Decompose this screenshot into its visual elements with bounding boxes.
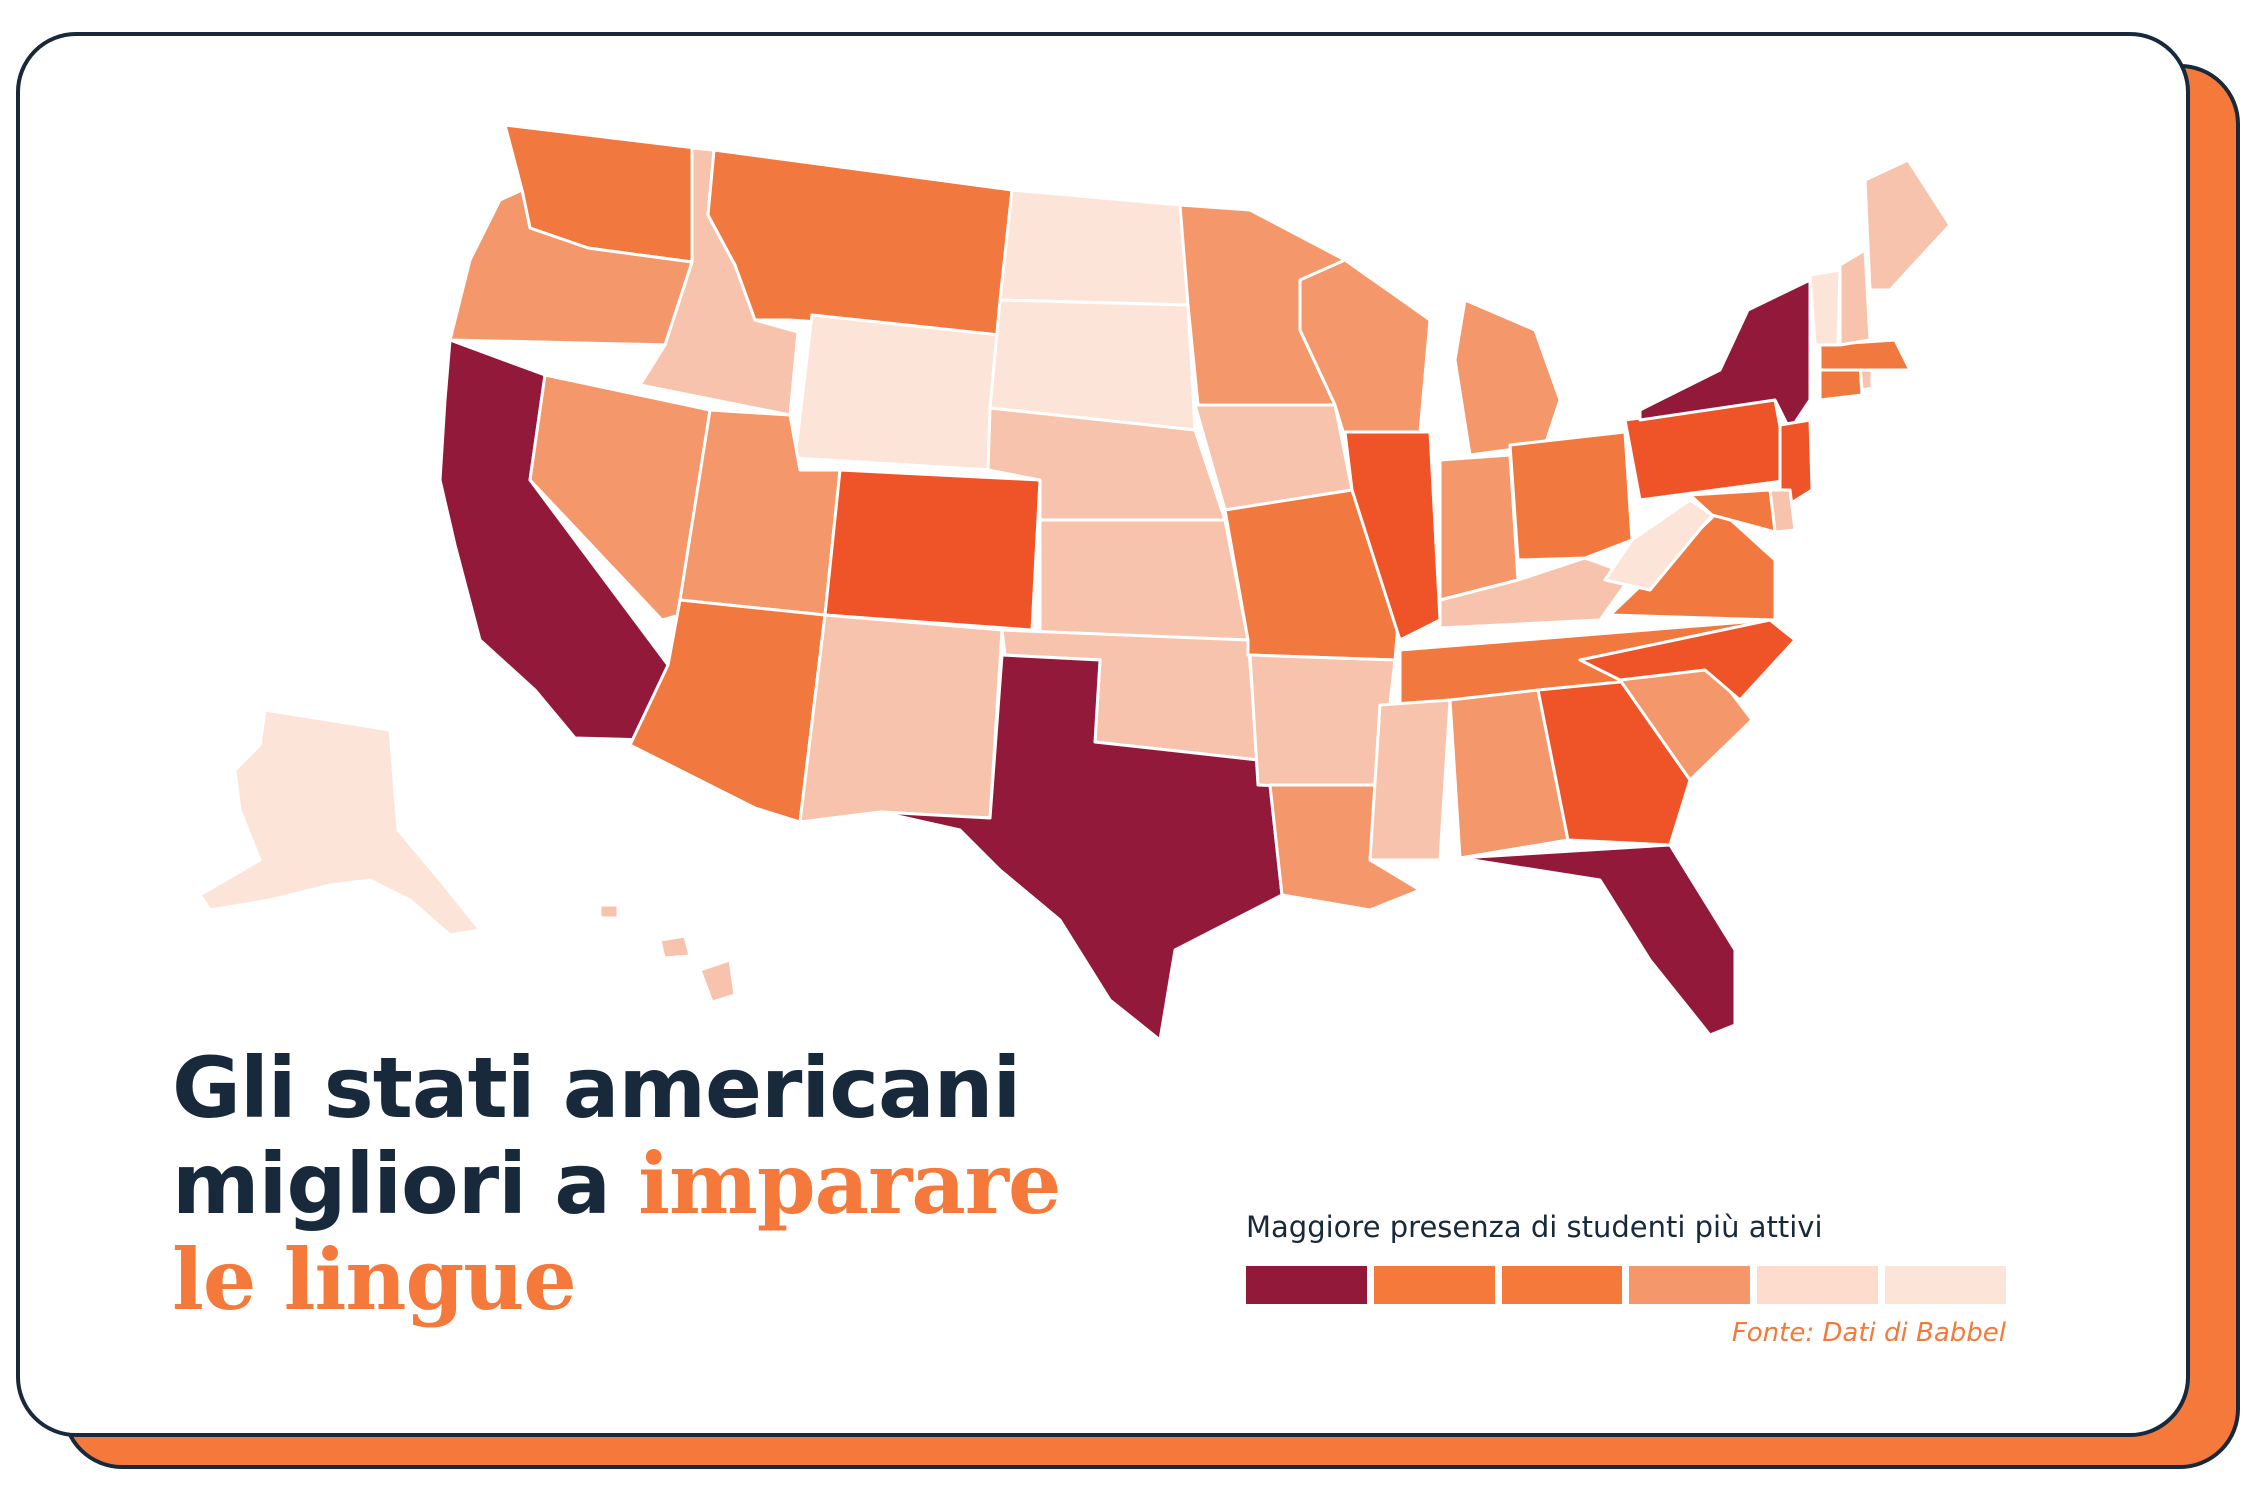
headline-line2-plain: migliori a — [172, 1135, 639, 1233]
legend-swatch-6 — [1885, 1266, 2006, 1304]
state-ny — [1638, 278, 1812, 432]
state-co — [823, 468, 1042, 632]
state-nd — [998, 188, 1190, 307]
state-fl — [1458, 843, 1737, 1037]
legend-source: Fonte: Dati di Babbel — [1731, 1318, 2006, 1348]
state-az — [628, 598, 827, 824]
state-in — [1438, 453, 1520, 602]
headline-line3-accent: le lingue — [172, 1230, 577, 1329]
state-mi — [1453, 298, 1562, 457]
state-ma — [1818, 338, 1912, 372]
state-wy — [793, 313, 1002, 472]
legend-swatch-4 — [1629, 1266, 1751, 1304]
state-vt — [1808, 268, 1842, 347]
state-il — [1343, 430, 1442, 642]
legend-title: Maggiore presenza di studenti più attivi — [1246, 1210, 1823, 1244]
state-nh — [1838, 248, 1872, 347]
state-oh — [1508, 430, 1634, 562]
headline-line2-accent: imparare — [638, 1134, 1061, 1233]
state-hi — [598, 903, 620, 920]
state-hi — [658, 934, 692, 960]
legend-swatch-5 — [1757, 1266, 1879, 1304]
state-tx — [878, 653, 1284, 1042]
state-wv — [1603, 498, 1714, 592]
state-mt — [706, 148, 1014, 337]
state-me — [1863, 158, 1952, 292]
state-nm — [798, 613, 1004, 824]
state-md — [1688, 488, 1777, 534]
state-nj — [1778, 418, 1814, 512]
state-ms — [1368, 698, 1452, 862]
legend-swatch-1 — [1246, 1266, 1367, 1304]
state-hi — [698, 958, 737, 1004]
headline-line1: Gli stati americani — [172, 1039, 1021, 1137]
state-ks — [1038, 518, 1250, 642]
legend-color-scale — [1246, 1266, 2006, 1304]
legend: Maggiore presenza di studenti più attivi… — [1246, 1210, 2006, 1348]
legend-swatch-2 — [1373, 1266, 1495, 1304]
state-ak — [198, 708, 482, 937]
headline: Gli stati americani migliori a imparare … — [172, 1039, 1061, 1329]
state-nv — [528, 373, 712, 622]
state-ar — [1248, 653, 1397, 792]
legend-swatch-3 — [1501, 1266, 1623, 1304]
